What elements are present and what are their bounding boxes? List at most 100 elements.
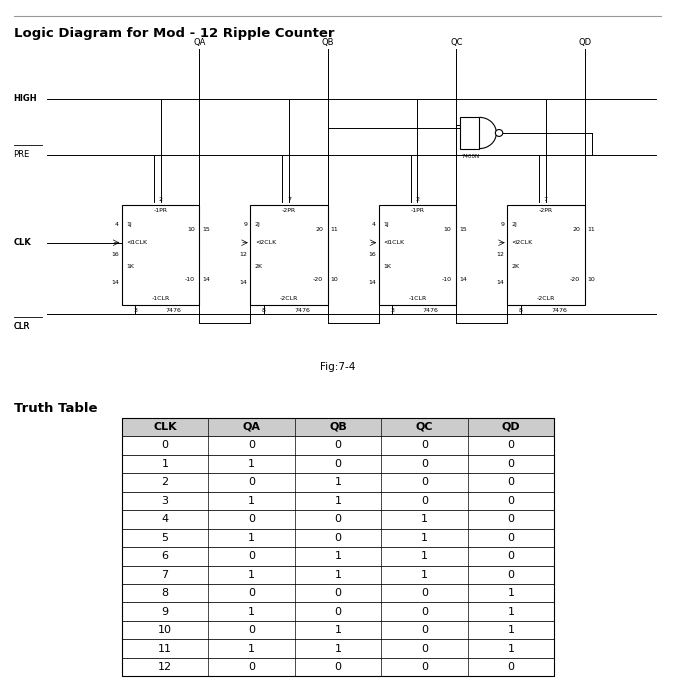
Bar [122, 454, 554, 473]
Text: 7476: 7476 [422, 308, 438, 313]
Text: -1PR: -1PR [153, 208, 168, 213]
Text: 0: 0 [421, 644, 428, 654]
Text: 1: 1 [508, 607, 514, 617]
Text: 16: 16 [112, 252, 119, 257]
Text: 1: 1 [421, 570, 428, 580]
Text: Fig:7-4: Fig:7-4 [320, 362, 356, 372]
Bar [122, 584, 554, 603]
Text: CLR: CLR [14, 322, 30, 331]
Text: -10: -10 [185, 277, 195, 282]
Text: CLR: CLR [14, 322, 30, 331]
Text: QC: QC [416, 422, 433, 432]
Text: 11: 11 [331, 228, 338, 232]
Text: 14: 14 [239, 280, 247, 285]
Text: 0: 0 [335, 440, 341, 450]
Text: 1: 1 [421, 533, 428, 542]
Text: CLK: CLK [153, 422, 176, 432]
Text: 1J: 1J [383, 222, 389, 228]
Text: 0: 0 [508, 570, 514, 580]
Text: 7: 7 [544, 197, 548, 202]
Text: ⊲2CLK: ⊲2CLK [512, 240, 533, 245]
Text: -1CLR: -1CLR [408, 297, 427, 302]
Text: 0: 0 [421, 459, 428, 469]
Text: 2J: 2J [512, 222, 518, 228]
Text: 1: 1 [248, 644, 255, 654]
Text: 0: 0 [508, 477, 514, 487]
Text: 0: 0 [508, 533, 514, 542]
Text: 0: 0 [421, 477, 428, 487]
Text: 0: 0 [421, 662, 428, 672]
Text: 20: 20 [572, 228, 580, 232]
Text: -1PR: -1PR [410, 208, 425, 213]
Text: 0: 0 [421, 496, 428, 506]
Text: 2J: 2J [255, 222, 261, 228]
Text: 0: 0 [248, 588, 255, 598]
Text: 4: 4 [372, 222, 376, 228]
Text: 0: 0 [335, 514, 341, 524]
Text: 1: 1 [421, 552, 428, 561]
Text: HIGH: HIGH [14, 94, 37, 103]
Text: 4: 4 [115, 222, 119, 228]
Text: 0: 0 [248, 625, 255, 635]
Text: 10: 10 [331, 277, 338, 282]
Text: 1: 1 [335, 570, 341, 580]
Text: 20: 20 [315, 228, 323, 232]
Text: PRE: PRE [14, 150, 30, 160]
Text: 3: 3 [162, 496, 168, 506]
Text: 2: 2 [162, 477, 168, 487]
Bar [122, 473, 554, 491]
Bar [460, 118, 479, 148]
Text: 12: 12 [496, 252, 504, 257]
Text: 1: 1 [335, 477, 341, 487]
Text: 10: 10 [444, 228, 452, 232]
Text: QB: QB [329, 422, 347, 432]
Text: 1: 1 [248, 459, 255, 469]
Bar [379, 204, 456, 304]
Text: 1J: 1J [126, 222, 132, 228]
Bar [122, 566, 554, 584]
Text: 7: 7 [287, 197, 291, 202]
Text: 0: 0 [508, 552, 514, 561]
Text: Truth Table: Truth Table [14, 402, 97, 415]
Bar [122, 528, 554, 547]
Text: 1: 1 [335, 496, 341, 506]
Text: 0: 0 [335, 662, 341, 672]
Text: ⊲2CLK: ⊲2CLK [255, 240, 276, 245]
Text: QD: QD [578, 38, 592, 47]
Text: 0: 0 [335, 607, 341, 617]
Text: 0: 0 [421, 440, 428, 450]
Bar [122, 658, 554, 676]
Text: -2PR: -2PR [539, 208, 553, 213]
Text: 7476: 7476 [294, 308, 310, 313]
Text: -10: -10 [441, 277, 452, 282]
Text: 1: 1 [248, 533, 255, 542]
Bar [122, 418, 554, 436]
Text: QA: QA [193, 38, 206, 47]
Text: -20: -20 [313, 277, 323, 282]
Text: 0: 0 [248, 440, 255, 450]
Text: 1: 1 [508, 644, 514, 654]
Text: 0: 0 [421, 588, 428, 598]
Text: 7476: 7476 [166, 308, 181, 313]
Text: QD: QD [502, 422, 521, 432]
Text: 7476: 7476 [551, 308, 566, 313]
Text: 0: 0 [335, 588, 341, 598]
Text: 9: 9 [243, 222, 247, 228]
Text: 4: 4 [162, 514, 168, 524]
Text: 10: 10 [187, 228, 195, 232]
Text: 0: 0 [162, 440, 168, 450]
Bar [122, 639, 554, 658]
Bar [122, 603, 554, 621]
Bar [122, 510, 554, 528]
Bar [122, 547, 554, 566]
Text: 1: 1 [248, 496, 255, 506]
Text: 0: 0 [248, 477, 255, 487]
Text: ⊲1CLK: ⊲1CLK [126, 240, 147, 245]
Text: -2PR: -2PR [282, 208, 296, 213]
Text: 10: 10 [158, 625, 172, 635]
Text: CLK: CLK [14, 238, 31, 247]
Bar [122, 436, 554, 454]
Text: Logic Diagram for Mod - 12 Ripple Counter: Logic Diagram for Mod - 12 Ripple Counte… [14, 27, 334, 40]
Text: 7400N: 7400N [461, 153, 479, 159]
Text: 7: 7 [162, 570, 168, 580]
